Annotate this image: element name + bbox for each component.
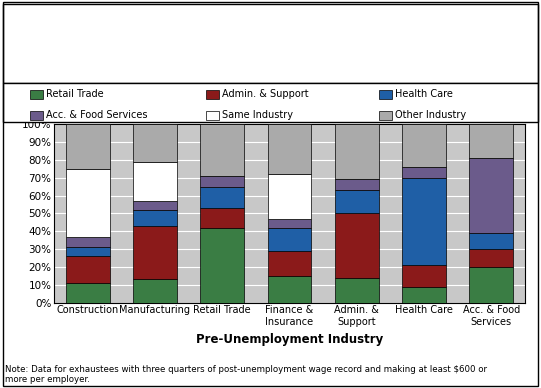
Bar [402,124,446,167]
Bar [268,174,311,219]
Bar [133,210,177,226]
Bar [200,187,244,208]
Bar [268,228,311,251]
Bar [66,124,110,169]
Bar [335,278,379,303]
Text: Admin. & Support: Admin. & Support [222,89,308,99]
Bar [200,176,244,187]
Bar [469,158,513,233]
Bar [200,228,244,303]
Text: Acc. & Food Services: Acc. & Food Services [46,110,148,120]
Bar [469,267,513,303]
Bar [268,124,311,174]
Bar [335,124,379,180]
Bar [402,178,446,265]
Bar [66,247,110,256]
Bar [335,180,379,190]
Bar [133,201,177,210]
Bar [66,169,110,237]
Bar [335,190,379,213]
Bar [335,213,379,278]
Bar [133,279,177,303]
Bar [133,162,177,201]
Text: Graph 6: Pre-Unemployment to Post-Unemployment Industry
for Select Industries: Graph 6: Pre-Unemployment to Post-Unempl… [68,14,473,42]
Bar [402,167,446,178]
Bar [469,233,513,249]
Text: Other Industry: Other Industry [395,110,466,120]
Bar [268,276,311,303]
Bar [268,251,311,276]
Bar [133,226,177,279]
Bar [200,124,244,176]
Bar [66,283,110,303]
Bar [66,256,110,283]
Bar [268,219,311,228]
Bar [402,265,446,287]
Bar [200,208,244,228]
Bar [66,237,110,247]
Bar [469,249,513,267]
Bar [469,124,513,158]
Text: Same Industry: Same Industry [222,110,293,120]
Text: Health Care: Health Care [395,89,453,99]
Bar [402,287,446,303]
X-axis label: Pre-Unemployment Industry: Pre-Unemployment Industry [196,333,383,346]
Text: Note: Data for exhaustees with three quarters of post-unemployment wage record a: Note: Data for exhaustees with three qua… [5,365,487,384]
Bar [133,124,177,162]
Text: Retail Trade: Retail Trade [46,89,104,99]
